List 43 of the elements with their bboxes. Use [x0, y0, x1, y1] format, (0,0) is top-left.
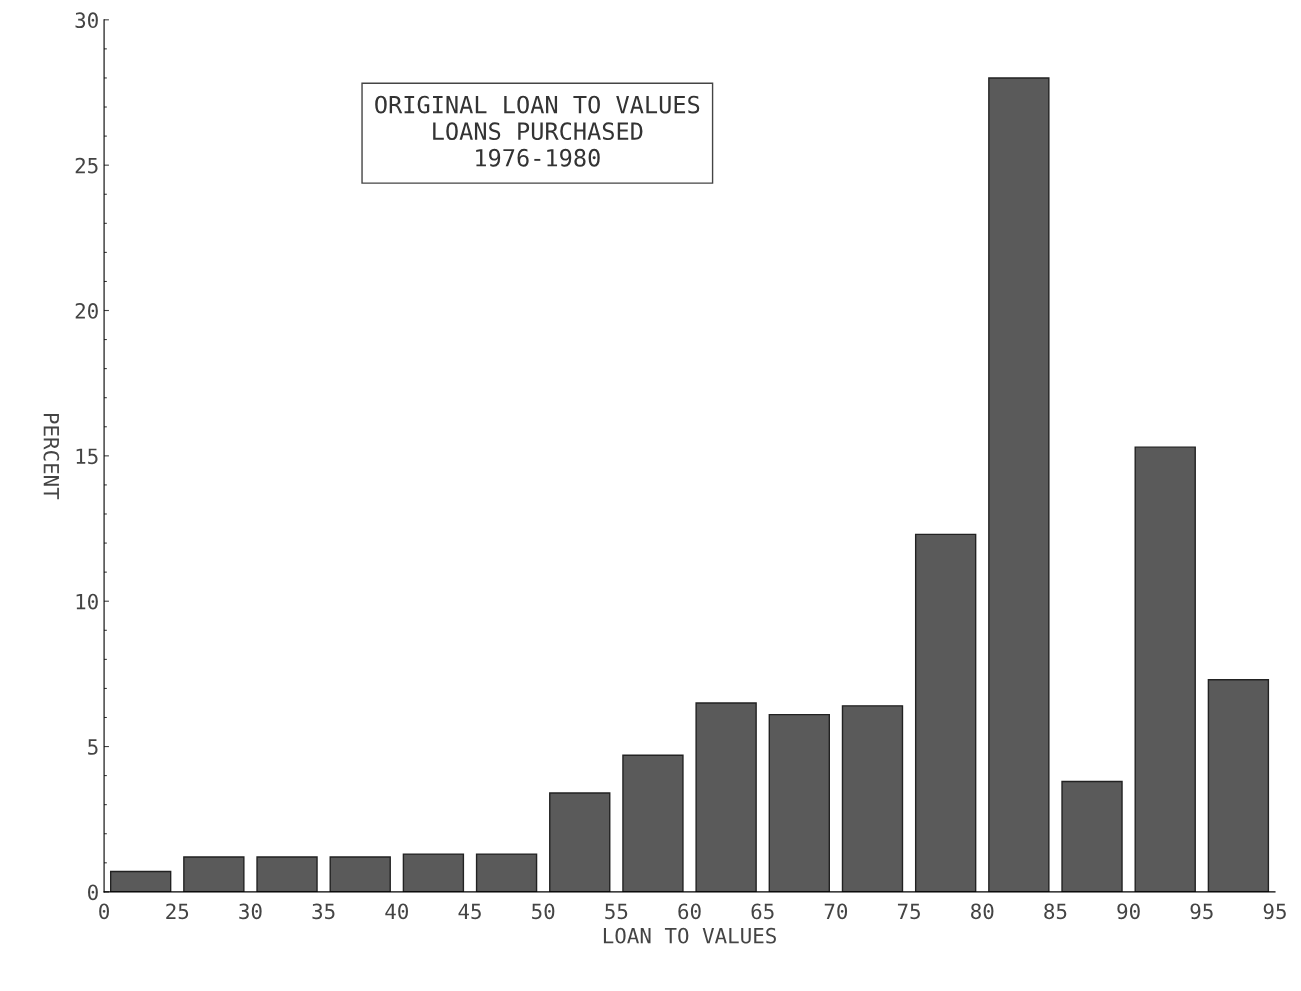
text: 80 — [971, 903, 994, 920]
text: 60 — [678, 903, 701, 920]
text: ORIGINAL LOAN TO VALUES LOANS PURCHASED 1976-1980 — [375, 95, 700, 167]
bar — [914, 533, 977, 892]
text: 45 — [458, 903, 481, 920]
text: 95 — [1263, 903, 1286, 920]
text: 25 — [166, 903, 189, 920]
text: 70 — [824, 903, 848, 920]
y-axis-title: PERCENT — [43, 413, 60, 500]
bar — [1207, 678, 1270, 892]
text: 50 — [532, 903, 555, 920]
bar — [549, 792, 611, 892]
bar — [1134, 446, 1196, 892]
bar — [402, 853, 465, 892]
bar — [1061, 780, 1123, 892]
y-tick-label: 20 — [75, 303, 98, 319]
y-tick-label: 10 — [76, 593, 98, 610]
text: 85 — [1044, 903, 1067, 920]
bar — [329, 856, 391, 892]
bar — [109, 870, 172, 892]
text: 90 — [1117, 903, 1140, 920]
text: 30 — [239, 903, 262, 920]
text: 65 — [751, 903, 774, 920]
bar — [988, 77, 1050, 892]
x-axis-title: LOAN TO VALUES — [603, 927, 776, 944]
text: 0 — [99, 903, 109, 920]
text: 95 — [1190, 903, 1213, 920]
y-tick-label: 0 — [88, 884, 98, 901]
y-tick-label: 30 — [75, 12, 98, 29]
y-tick-label: 15 — [76, 448, 98, 465]
bar — [841, 705, 904, 892]
y-tick-label: 25 — [75, 157, 98, 174]
y-tick-label: 5 — [88, 739, 98, 755]
bar — [183, 856, 245, 892]
text: 40 — [385, 903, 408, 920]
bar — [622, 754, 684, 892]
bar — [768, 713, 831, 892]
bar — [695, 702, 757, 892]
text: 55 — [605, 903, 628, 920]
text: 35 — [312, 903, 335, 920]
text: 75 — [897, 903, 920, 920]
bar — [256, 856, 318, 892]
bar — [475, 853, 538, 892]
